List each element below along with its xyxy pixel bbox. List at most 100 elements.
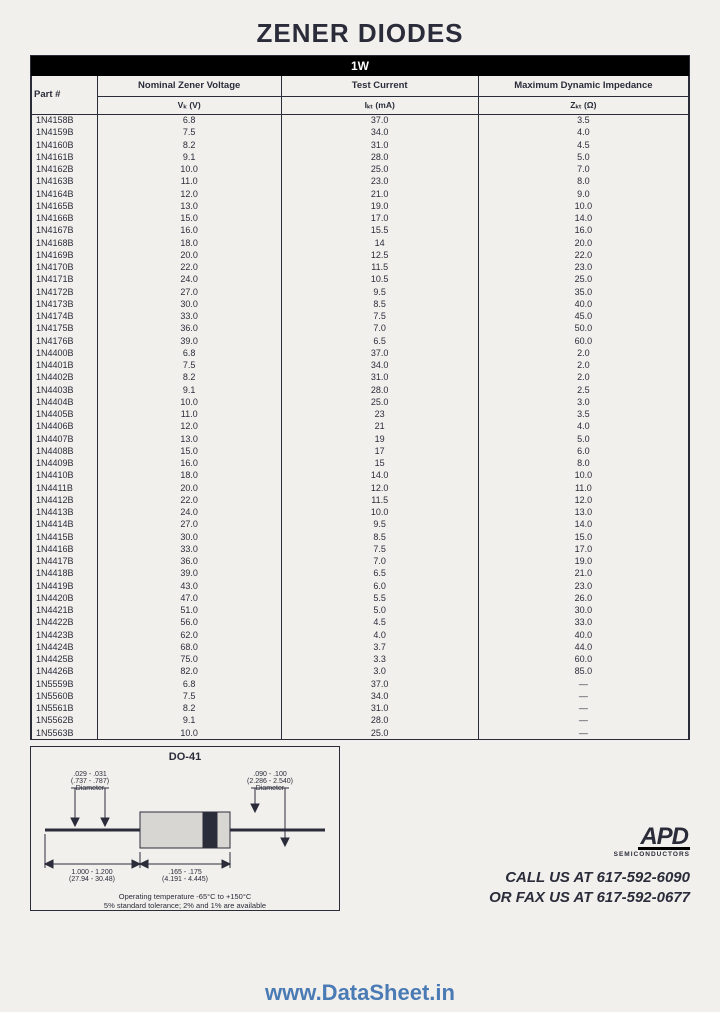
table-band-1w: 1W	[31, 56, 689, 76]
table-cell: 19	[281, 433, 478, 445]
table-cell: 2.5	[478, 384, 688, 396]
table-row: 1N4414B27.09.514.0	[32, 519, 689, 531]
table-cell: 5.0	[478, 433, 688, 445]
table-cell: 4.0	[478, 127, 688, 139]
table-cell: 15.0	[97, 213, 281, 225]
do41-body-len-label: .165 - .175(4.191 - 4.445)	[162, 869, 208, 883]
table-row: 1N4160B8.231.04.5	[32, 139, 689, 151]
table-cell: 39.0	[97, 568, 281, 580]
table-cell: 23	[281, 409, 478, 421]
table-cell: 33.0	[478, 617, 688, 629]
table-cell: 1N4422B	[32, 617, 98, 629]
table-cell: 8.2	[97, 372, 281, 384]
table-cell: 40.0	[478, 629, 688, 641]
table-row: 1N4422B56.04.533.0	[32, 617, 689, 629]
table-cell: 5.0	[281, 605, 478, 617]
table-cell: 82.0	[97, 666, 281, 678]
table-cell: 15	[281, 458, 478, 470]
table-row: 1N4166B15.017.014.0	[32, 213, 689, 225]
table-cell: 1N4413B	[32, 507, 98, 519]
table-cell: 37.0	[281, 678, 478, 690]
table-cell: 1N4410B	[32, 470, 98, 482]
do41-title: DO-41	[35, 751, 335, 763]
do41-lead-dia-label: .029 - .031(.737 - .787)Diameter	[71, 771, 109, 792]
table-cell: 1N4408B	[32, 445, 98, 457]
table-cell: 20.0	[478, 237, 688, 249]
table-cell: 1N4166B	[32, 213, 98, 225]
table-cell: 21.0	[478, 568, 688, 580]
table-cell: 1N4423B	[32, 629, 98, 641]
table-cell: 22.0	[478, 249, 688, 261]
table-cell: 1N4409B	[32, 458, 98, 470]
table-row: 1N4163B11.023.08.0	[32, 176, 689, 188]
table-cell: 40.0	[478, 298, 688, 310]
table-row: 1N4426B82.03.085.0	[32, 666, 689, 678]
table-cell: 85.0	[478, 666, 688, 678]
table-cell: 10.0	[97, 164, 281, 176]
contact-block: CALL US AT 617-592-6090 OR FAX US AT 617…	[489, 868, 690, 907]
table-row: 1N5561B8.231.0—	[32, 703, 689, 715]
table-cell: 1N4173B	[32, 298, 98, 310]
table-cell: 7.5	[97, 690, 281, 702]
table-cell: 30.0	[97, 531, 281, 543]
table-cell: 10.0	[281, 507, 478, 519]
table-row: 1N4174B33.07.545.0	[32, 311, 689, 323]
table-cell: 44.0	[478, 641, 688, 653]
table-cell: 12.0	[97, 421, 281, 433]
table-cell: 43.0	[97, 580, 281, 592]
table-row: 1N4408B15.0176.0	[32, 445, 689, 457]
col-header-part: Part #	[32, 76, 98, 114]
table-cell: 7.0	[281, 556, 478, 568]
table-row: 1N4173B30.08.540.0	[32, 298, 689, 310]
table-row: 1N4423B62.04.040.0	[32, 629, 689, 641]
table-row: 1N4415B30.08.515.0	[32, 531, 689, 543]
table-cell: 25.0	[281, 727, 478, 739]
col-header-zzt: Maximum Dynamic Impedance	[478, 76, 688, 96]
do41-lead-len-label: 1.000 - 1.200(27.94 - 30.48)	[69, 869, 115, 883]
table-cell: 22.0	[97, 494, 281, 506]
table-row: 1N4175B36.07.050.0	[32, 323, 689, 335]
table-cell: 4.0	[478, 421, 688, 433]
vendor-logo: APD	[638, 826, 690, 851]
table-cell: 9.1	[97, 151, 281, 163]
table-cell: 15.0	[97, 445, 281, 457]
table-cell: 19.0	[281, 200, 478, 212]
table-cell: 3.7	[281, 641, 478, 653]
table-cell: 8.2	[97, 703, 281, 715]
table-cell: 1N4415B	[32, 531, 98, 543]
table-cell: 8.0	[478, 458, 688, 470]
table-cell: 6.8	[97, 114, 281, 127]
table-cell: 12.0	[97, 188, 281, 200]
table-cell: 56.0	[97, 617, 281, 629]
table-cell: 14	[281, 237, 478, 249]
table-cell: 15.5	[281, 225, 478, 237]
table-row: 1N4402B8.231.02.0	[32, 372, 689, 384]
table-cell: 7.0	[478, 164, 688, 176]
table-cell: 1N4168B	[32, 237, 98, 249]
table-cell: 7.5	[281, 543, 478, 555]
table-cell: 23.0	[478, 580, 688, 592]
table-cell: 13.0	[478, 507, 688, 519]
table-row: 1N4164B12.021.09.0	[32, 188, 689, 200]
table-cell: 23.0	[281, 176, 478, 188]
table-row: 1N4425B75.03.360.0	[32, 654, 689, 666]
table-cell: 14.0	[478, 519, 688, 531]
do41-note-line1: Operating temperature -65°C to +150°C	[35, 892, 335, 901]
table-row: 1N4410B18.014.010.0	[32, 470, 689, 482]
table-cell: 19.0	[478, 556, 688, 568]
table-cell: 2.0	[478, 372, 688, 384]
table-cell: 34.0	[281, 127, 478, 139]
table-row: 1N4405B11.0233.5	[32, 409, 689, 421]
table-cell: 33.0	[97, 543, 281, 555]
table-cell: 1N4426B	[32, 666, 98, 678]
table-cell: 1N4412B	[32, 494, 98, 506]
table-cell: 1N5562B	[32, 715, 98, 727]
table-cell: 25.0	[478, 274, 688, 286]
table-cell: 16.0	[97, 225, 281, 237]
table-cell: 12.5	[281, 249, 478, 261]
do41-body-dia-label: .090 - .100(2.286 - 2.540)Diameter	[247, 771, 293, 792]
table-cell: 30.0	[478, 605, 688, 617]
table-cell: 37.0	[281, 347, 478, 359]
table-body: 1N4158B6.837.03.51N4159B7.534.04.01N4160…	[32, 114, 689, 739]
table-cell: 20.0	[97, 482, 281, 494]
